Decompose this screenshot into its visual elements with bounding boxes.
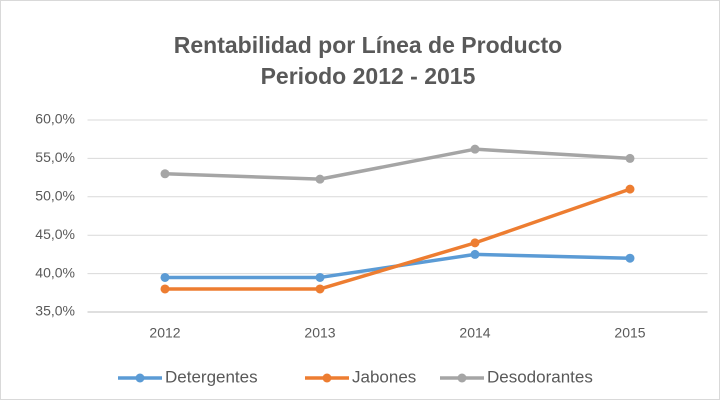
point [315, 272, 325, 282]
legend-label: Jabones [352, 367, 416, 386]
y-tick-label: 60,0% [35, 111, 75, 127]
point [470, 238, 480, 248]
legend-label: Detergentes [165, 367, 258, 386]
y-tick-label: 40,0% [35, 264, 75, 280]
legend-marker [322, 373, 332, 383]
legend-label: Desodorantes [487, 367, 593, 386]
chart-title: Rentabilidad por Línea de Producto [174, 32, 562, 58]
y-tick-label: 50,0% [35, 188, 75, 204]
point [160, 272, 170, 282]
series-line [165, 187, 631, 291]
y-tick-label: 35,0% [35, 303, 75, 319]
point [160, 169, 170, 179]
y-tick-label: 55,0% [35, 149, 75, 165]
chart-subtitle: Periodo 2012 - 2015 [261, 63, 476, 89]
point [625, 253, 635, 263]
point [315, 174, 325, 184]
x-tick-label: 2014 [459, 325, 490, 341]
x-tick-label: 2012 [149, 325, 180, 341]
point [625, 184, 635, 194]
x-tick-label: 2013 [304, 325, 335, 341]
point [470, 144, 480, 154]
series-line [164, 147, 631, 181]
point [470, 249, 480, 259]
point [160, 284, 170, 294]
legend-marker [135, 373, 145, 383]
point [625, 153, 635, 163]
legend-marker [457, 373, 467, 383]
point [315, 284, 325, 294]
x-tick-label: 2015 [614, 325, 645, 341]
y-tick-label: 45,0% [35, 226, 75, 242]
